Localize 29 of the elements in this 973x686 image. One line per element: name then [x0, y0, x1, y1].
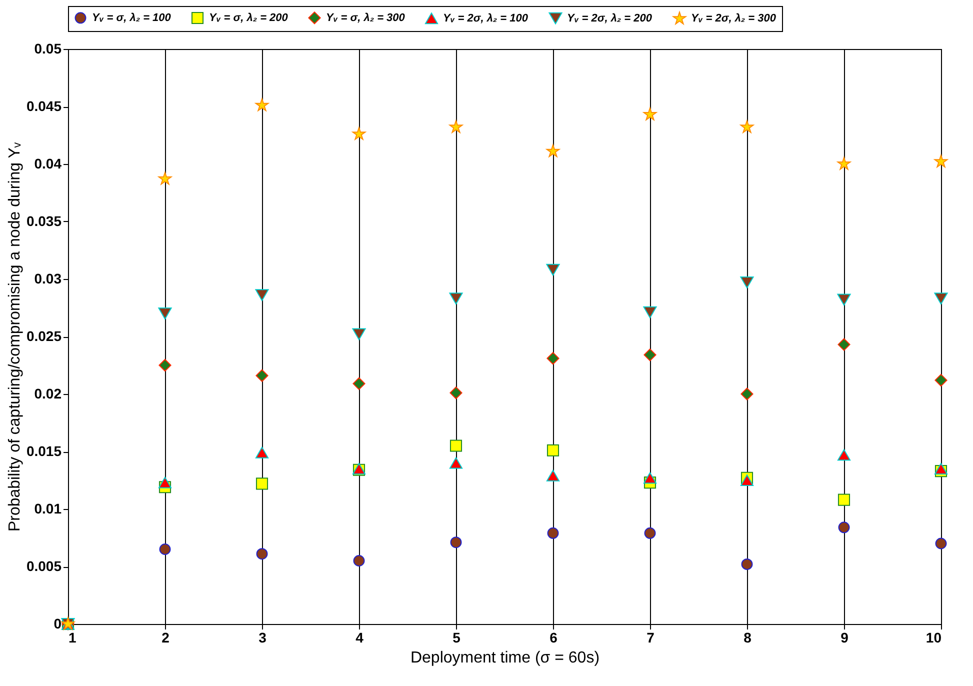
legend-label: Yᵥ = 2σ, λ₂ = 300 — [691, 12, 777, 25]
y-tick-label: 0.01 — [34, 500, 62, 516]
x-tick-label: 9 — [840, 630, 849, 646]
y-axis-title: Probability of capturing/compromising a node during Yᵥ — [6, 142, 24, 532]
y-tick-label: 0.02 — [34, 386, 62, 402]
y-tick-label: 0.015 — [26, 443, 62, 459]
x-axis-title: Deployment time (σ = 60s) — [410, 650, 600, 666]
y-tick-label: 0 — [54, 616, 62, 632]
y-tick-label: 0.005 — [26, 558, 62, 574]
y-tick-label: 0.035 — [26, 213, 62, 229]
x-tick-label: 7 — [646, 630, 655, 646]
legend-label: Yᵥ = σ, λ₂ = 200 — [209, 12, 289, 24]
y-tick-label: 0.03 — [34, 270, 62, 286]
legend-label: Yᵥ = 2σ, λ₂ = 200 — [567, 12, 653, 24]
legend-label: Yᵥ = σ, λ₂ = 300 — [326, 12, 406, 24]
x-tick-label: 3 — [258, 630, 267, 646]
legend-label: Yᵥ = σ, λ₂ = 100 — [92, 12, 172, 24]
x-tick-label: 5 — [452, 630, 461, 646]
x-tick-label: 8 — [744, 630, 752, 646]
y-tick-label: 0.05 — [34, 40, 62, 56]
x-tick-label: 6 — [550, 630, 558, 646]
x-tick-label: 1 — [68, 630, 76, 646]
x-tick-label: 10 — [926, 630, 942, 646]
y-tick-label: 0.045 — [26, 98, 62, 114]
x-tick-label: 4 — [356, 630, 364, 646]
y-tick-label: 0.04 — [34, 156, 62, 172]
legend-label: Yᵥ = 2σ, λ₂ = 100 — [443, 12, 529, 24]
y-tick-label: 0.025 — [26, 328, 62, 344]
x-tick-label: 2 — [162, 630, 170, 646]
